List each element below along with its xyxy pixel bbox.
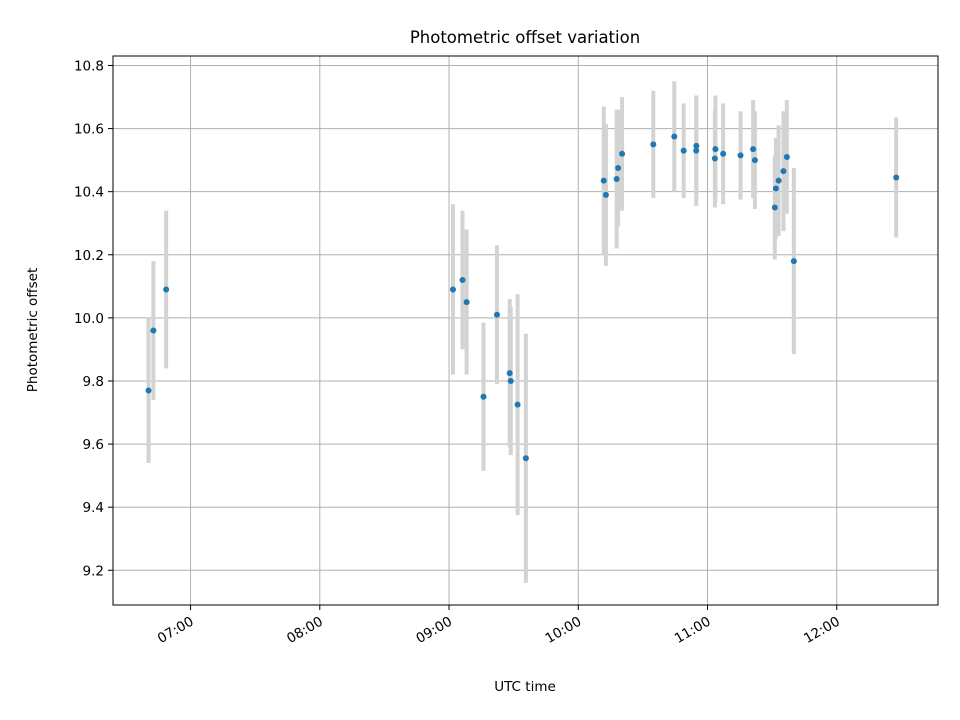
data-point [150,327,157,334]
data-point [506,370,513,377]
data-point [671,133,678,140]
x-tick-label: 08:00 [284,614,326,647]
data-point [514,401,521,408]
data-point [507,377,514,384]
data-point [680,147,687,154]
data-point [463,299,470,306]
data-point [693,142,700,149]
data-point [711,155,718,162]
y-tick-label: 10.2 [74,248,104,264]
data-points [145,133,900,462]
data-point [720,150,727,157]
x-tick-label: 10:00 [543,614,585,647]
data-point [145,387,152,394]
y-tick-label: 9.4 [83,500,104,516]
data-point [893,174,900,181]
data-point [493,311,500,318]
data-point [693,147,700,154]
data-point [712,146,719,153]
data-point [780,168,787,175]
y-tick-label: 9.8 [83,374,104,390]
data-point [783,153,790,160]
data-point [650,141,657,148]
chart-title: Photometric offset variation [410,28,640,47]
ticks: 07:00 08:00 09:00 10:00 11:00 12:00 9.2 9.4 9.6 9… [74,58,843,646]
data-point [750,146,757,153]
y-axis-label: Photometric offset [25,268,41,392]
data-point [459,277,466,284]
y-tick-label: 10.4 [74,185,104,201]
data-point [602,191,609,198]
data-point [449,286,456,293]
data-point [771,204,778,211]
data-point [790,258,797,265]
data-point [751,157,758,164]
y-tick-label: 9.2 [83,563,104,579]
plot-frame [112,55,939,606]
data-point [619,150,626,157]
data-point [775,177,782,184]
x-tick-label: 11:00 [672,614,714,647]
data-point [480,393,487,400]
data-point [522,455,529,462]
data-point [737,152,744,159]
data-point [613,176,620,183]
x-tick-label: 12:00 [801,614,843,647]
data-point [600,177,607,184]
y-tick-label: 10.0 [74,311,104,327]
y-tick-label: 10.8 [74,58,104,74]
x-axis-label: UTC time [494,679,556,695]
data-point [772,185,779,192]
data-point [615,165,622,172]
y-tick-label: 9.6 [83,437,104,453]
grid [113,56,938,605]
x-tick-label: 07:00 [155,614,197,647]
data-point [163,286,170,293]
y-tick-label: 10.6 [74,122,104,138]
x-tick-label: 09:00 [413,614,455,647]
